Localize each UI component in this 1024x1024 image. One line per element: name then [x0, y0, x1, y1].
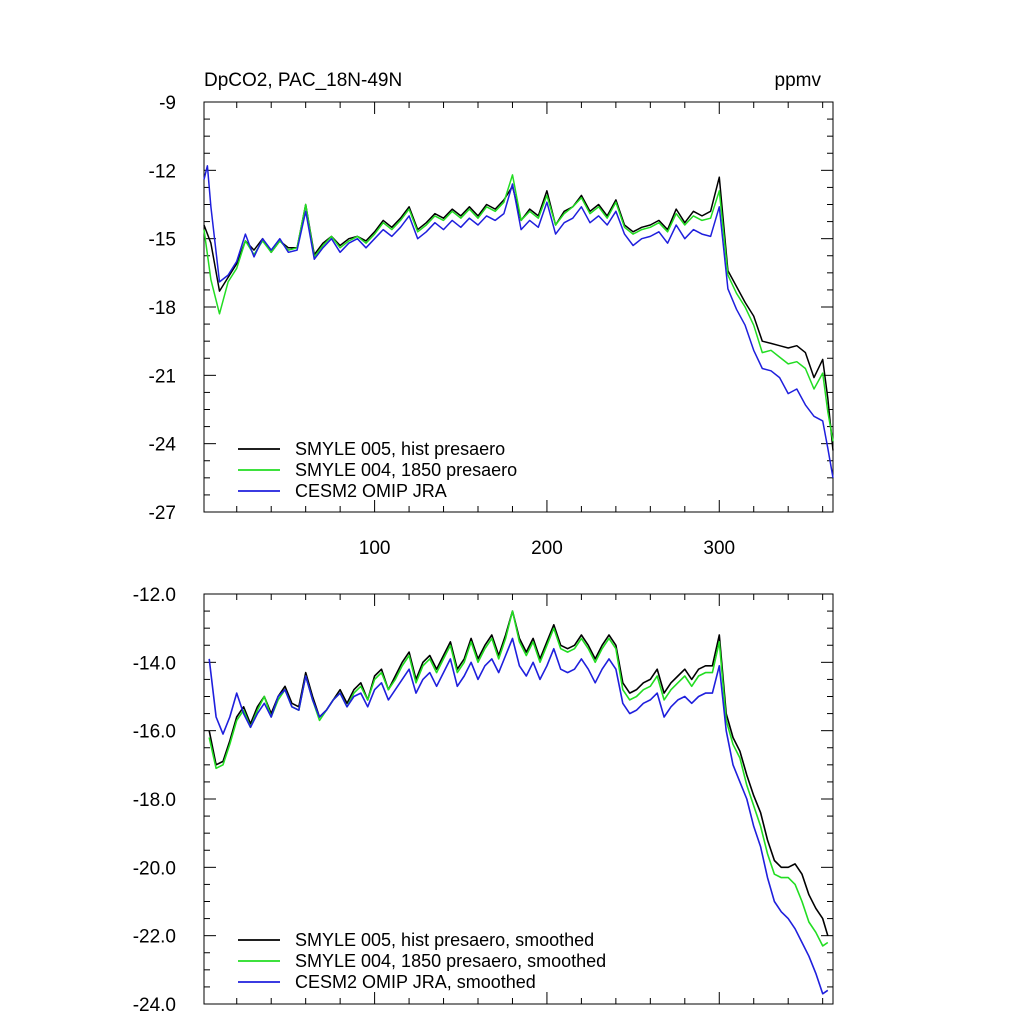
y-tick-label: -24: [149, 435, 177, 456]
legend-label-cesm2-omip-smoothed: CESM2 OMIP JRA, smoothed: [295, 972, 536, 992]
top-series-lines: [203, 165, 834, 478]
y-tick-label: -15: [149, 230, 176, 251]
y-tick-label: -20.0: [133, 858, 176, 879]
series-line-cesm2-omip-jra-smoothed: [208, 637, 829, 995]
bottom-panel: -12.0 -14.0 -16.0 -18.0 -20.0 -22.0 -24.0 SMYL…: [133, 585, 834, 1016]
top-legend: SMYLE 005, hist presaero SMYLE 004, 1850…: [238, 439, 517, 501]
y-tick-label: -24.0: [133, 995, 176, 1016]
x-tick-label: 200: [531, 538, 563, 559]
top-panel: DpCO2, PAC_18N-49N ppmv -9 -12 -15 -18 -21 -2…: [149, 70, 834, 559]
series-line-cesm2-omip-jra: [203, 165, 834, 478]
legend-label-smyle-005: SMYLE 005, hist presaero: [295, 439, 505, 459]
y-tick-label: -27: [149, 503, 176, 524]
x-tick-label: 100: [359, 538, 391, 559]
bottom-series-lines: [208, 610, 829, 995]
y-tick-label: -22.0: [133, 927, 176, 948]
y-tick-label: -16.0: [133, 722, 176, 743]
y-tick-label: -14.0: [133, 653, 176, 674]
x-tick-label: 300: [703, 538, 735, 559]
y-tick-label: -12.0: [133, 585, 176, 606]
legend-label-smyle-005-smoothed: SMYLE 005, hist presaero, smoothed: [295, 930, 594, 950]
y-tick-label: -18.0: [133, 790, 176, 811]
y-tick-label: -21: [149, 366, 176, 387]
y-tick-label: -18: [149, 298, 176, 319]
y-tick-label: -9: [159, 93, 176, 114]
bottom-legend: SMYLE 005, hist presaero, smoothed SMYLE…: [238, 930, 606, 992]
bottom-axes: -12.0 -14.0 -16.0 -18.0 -20.0 -22.0 -24.0: [133, 585, 834, 1016]
legend-label-cesm2-omip: CESM2 OMIP JRA: [295, 481, 447, 501]
legend-label-smyle-004-smoothed: SMYLE 004, 1850 presaero, smoothed: [295, 951, 606, 971]
chart-title: DpCO2, PAC_18N-49N: [204, 70, 402, 91]
legend-label-smyle-004: SMYLE 004, 1850 presaero: [295, 460, 517, 480]
series-line-smyle-004-1850-presaero: [203, 174, 834, 442]
top-axes: -9 -12 -15 -18 -21 -24 -27 100 200 300: [149, 93, 834, 559]
y-tick-label: -12: [149, 161, 176, 182]
units-label: ppmv: [775, 70, 822, 91]
